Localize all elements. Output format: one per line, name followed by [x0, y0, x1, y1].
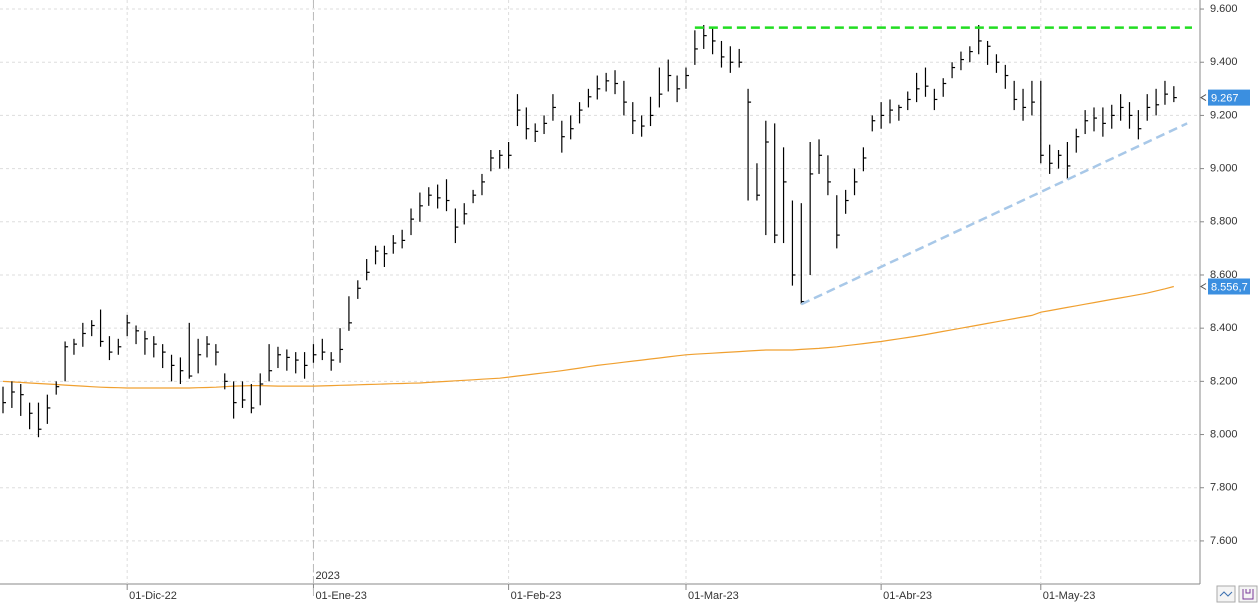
value-marker	[1208, 278, 1250, 295]
marker-arrow	[1200, 94, 1207, 102]
button-icon	[1219, 591, 1233, 597]
toolbar-button[interactable]	[1238, 585, 1258, 603]
value-marker-label: 9.267	[1211, 93, 1239, 105]
y-tick-label: 9.000	[1210, 163, 1238, 175]
x-tick-label: 01-May-23	[1043, 590, 1096, 602]
marker-arrow	[1200, 283, 1207, 290]
x-tick-label: 01-Feb-23	[511, 590, 562, 602]
moving-average	[2, 285, 1174, 389]
y-tick-label: 9.400	[1210, 56, 1238, 68]
value-marker	[1208, 89, 1250, 106]
y-tick-label: 9.600	[1210, 3, 1238, 15]
x-tick-label: 01-Abr-23	[883, 590, 932, 602]
x-tick-label: 01-Mar-23	[688, 590, 739, 602]
y-tick-label: 8.400	[1210, 322, 1238, 334]
x-tick-label: 01-Dic-22	[129, 590, 177, 602]
y-tick-label: 8.800	[1210, 216, 1238, 228]
x-tick-label: 01-Ene-23	[315, 590, 366, 602]
y-tick-label: 7.800	[1210, 482, 1238, 494]
y-tick-label: 8.600	[1210, 269, 1238, 281]
y-tick-label: 7.600	[1210, 535, 1238, 547]
value-marker-label: 8.556,7	[1211, 281, 1248, 293]
button-icon	[1242, 589, 1254, 600]
y-tick-label: 8.000	[1210, 428, 1238, 440]
y-tick-label: 9.200	[1210, 109, 1238, 121]
trend-line	[800, 122, 1188, 306]
year-label: 2023	[315, 570, 339, 582]
y-tick-label: 8.200	[1210, 375, 1238, 387]
